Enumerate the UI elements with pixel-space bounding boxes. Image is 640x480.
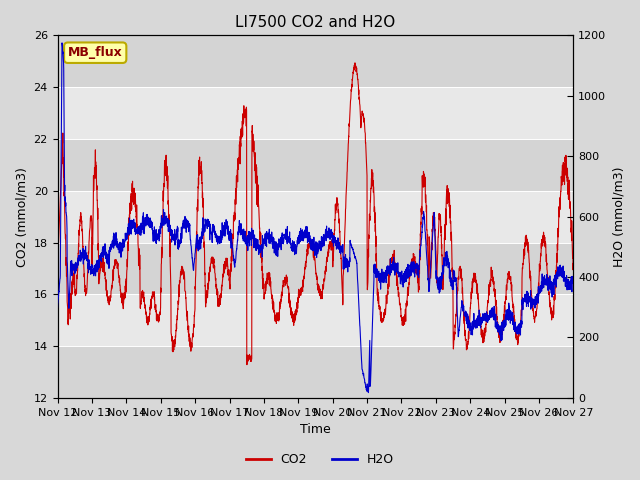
Y-axis label: H2O (mmol/m3): H2O (mmol/m3) [612, 167, 625, 267]
Bar [58, 242, 573, 294]
Bar [58, 346, 573, 398]
Bar [58, 191, 573, 242]
X-axis label: Time: Time [300, 423, 331, 436]
Bar [58, 139, 573, 191]
Bar [58, 36, 573, 87]
Text: MB_flux: MB_flux [68, 46, 123, 59]
Bar [58, 294, 573, 346]
Y-axis label: CO2 (mmol/m3): CO2 (mmol/m3) [15, 167, 28, 266]
Legend: CO2, H2O: CO2, H2O [241, 448, 399, 471]
Title: LI7500 CO2 and H2O: LI7500 CO2 and H2O [236, 15, 396, 30]
Bar [58, 87, 573, 139]
